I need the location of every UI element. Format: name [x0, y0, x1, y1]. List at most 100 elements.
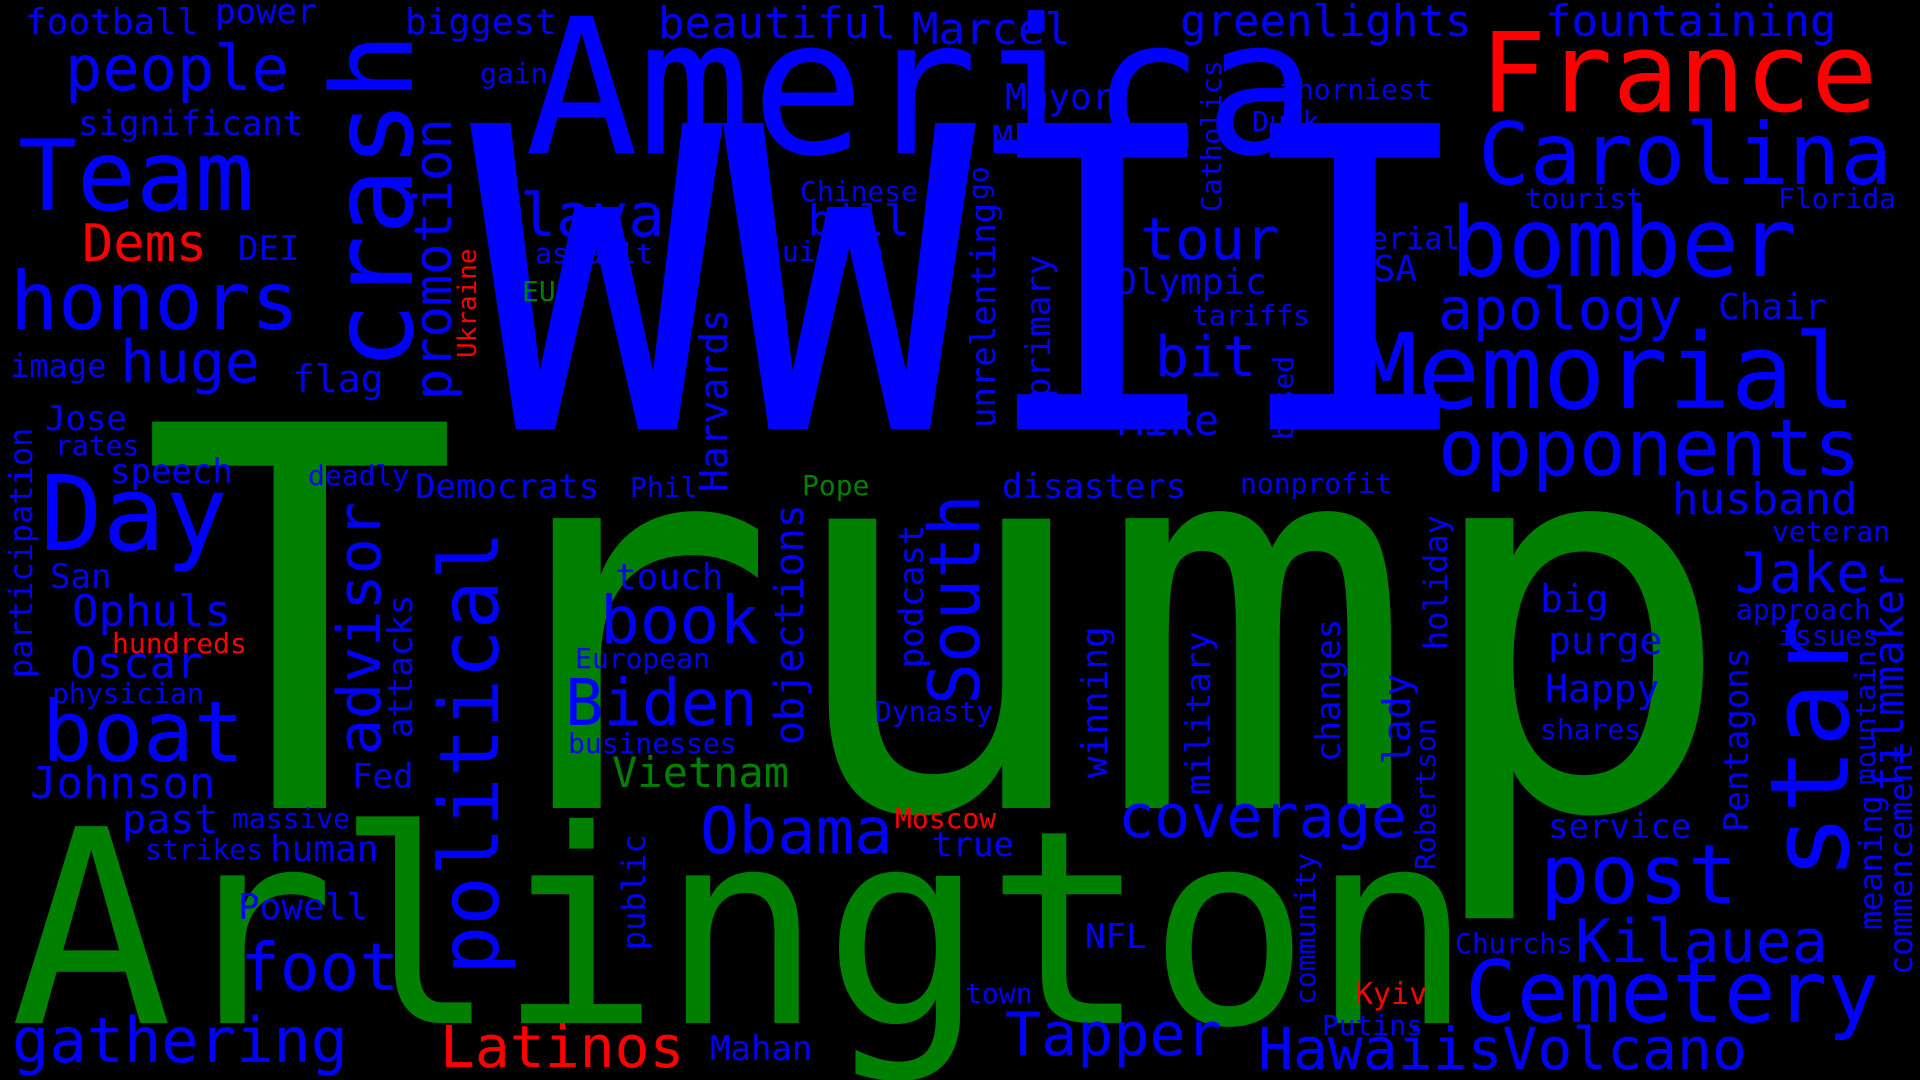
- word-day: Day: [40, 453, 228, 575]
- word-based: based: [1267, 355, 1300, 440]
- word-mountain: mountain: [1849, 650, 1882, 785]
- word-usa: USA: [1352, 249, 1418, 290]
- word-san: San: [50, 557, 112, 597]
- word-winning: winning: [1075, 626, 1116, 778]
- word-democrats: Democrats: [415, 467, 600, 507]
- word-purge: purge: [1548, 619, 1663, 663]
- word-true: true: [932, 825, 1014, 865]
- word-bit: bit: [1155, 325, 1257, 390]
- word-political: political: [423, 530, 518, 975]
- word-carolina: Carolina: [1478, 105, 1893, 205]
- word-oscar: Oscar: [70, 638, 203, 689]
- word-issues: issues: [1778, 619, 1880, 652]
- word-lava: lava: [520, 181, 665, 251]
- word-tourist: tourist: [1525, 182, 1644, 215]
- word-flag: flag: [292, 357, 384, 401]
- word-catholics: Catholics: [1195, 60, 1228, 212]
- word-mayor: Mayor: [1005, 77, 1114, 118]
- word-rates: rates: [55, 429, 140, 462]
- word-dems: Dems: [82, 214, 208, 274]
- word-dynasty: Dynasty: [875, 695, 994, 728]
- word-happy: Happy: [1545, 667, 1660, 711]
- word-latinos: Latinos: [440, 1013, 685, 1080]
- word-matt: Matt: [992, 119, 1079, 160]
- word-husband: husband: [1672, 474, 1858, 525]
- word-kyiv: Kyiv: [1355, 977, 1428, 1012]
- word-book: book: [600, 582, 759, 659]
- word-vietnam: Vietnam: [612, 748, 790, 797]
- word-go: go: [962, 166, 995, 200]
- word-fountaining: fountaining: [1545, 0, 1837, 47]
- word-people: people: [65, 32, 289, 105]
- word-johnson: Johnson: [30, 758, 216, 809]
- word-mahan: Mahan: [710, 1029, 813, 1069]
- word-suicide: suicide: [765, 235, 884, 268]
- word-hundreds: hundreds: [112, 627, 247, 660]
- word-businesses: businesses: [568, 727, 737, 760]
- word-pope: Pope: [802, 469, 870, 502]
- word-moscow: Moscow: [895, 802, 997, 835]
- word-image: image: [10, 347, 107, 385]
- word-nonprofit: nonprofit: [1240, 467, 1392, 500]
- word-veteran: veteran: [1772, 515, 1891, 548]
- word-hawaiisvolcano: HawaiisVolcano: [1258, 1015, 1747, 1080]
- word-bill: bill: [808, 196, 910, 245]
- word-france: France: [1480, 9, 1878, 137]
- word-pentagons: Pentagons: [1717, 647, 1757, 832]
- word-coverage: coverage: [1118, 782, 1407, 852]
- word-obama: Obama: [700, 795, 893, 869]
- word-massive: massive: [232, 802, 351, 835]
- word-meaning: meaning: [1852, 795, 1890, 930]
- word-america: America: [525, 0, 1318, 198]
- word-human: human: [270, 829, 379, 870]
- word-robertson: Robertson: [1409, 718, 1442, 870]
- word-thorniest: thorniest: [1280, 73, 1432, 106]
- word-duck: Duck: [1252, 105, 1320, 138]
- word-putins: Putins: [1322, 1009, 1424, 1042]
- word-jake: Jake: [1735, 541, 1870, 606]
- word-community: community: [1289, 853, 1322, 1005]
- word-tariffs: tariffs: [1192, 299, 1311, 332]
- word-podcast: podcast: [892, 524, 932, 668]
- word-bomber: bomber: [1450, 187, 1797, 299]
- word-assault: assault: [535, 237, 654, 270]
- word-attacks: attacks: [381, 594, 421, 738]
- word-approach: approach: [1736, 593, 1871, 626]
- word-churchs: Churchs: [1455, 927, 1574, 960]
- word-greenlights: greenlights: [1180, 0, 1472, 47]
- word-european: European: [575, 642, 710, 675]
- word-phil: Phil: [630, 471, 698, 504]
- word-public: public: [615, 834, 653, 950]
- word-participation: participation: [2, 427, 40, 678]
- word-aerial: aerial: [1352, 222, 1461, 257]
- word-opponents: opponents: [1438, 404, 1861, 494]
- word-jose: Jose: [45, 399, 127, 439]
- word-primary: primary: [1019, 254, 1059, 398]
- word-fed: Fed: [352, 757, 414, 797]
- word-gain: gain: [480, 57, 548, 90]
- word-foot: foot: [240, 929, 399, 1006]
- word-deadly: deadly: [308, 459, 410, 492]
- word-beautiful: beautiful: [658, 0, 897, 49]
- word-biggest: biggest: [405, 2, 557, 43]
- word-arlington: Arlington: [10, 772, 1473, 1080]
- word-power: power: [215, 0, 318, 32]
- word-town: town: [965, 977, 1033, 1010]
- word-florida: Florida: [1778, 182, 1897, 215]
- word-harvards: Harvards: [692, 308, 736, 492]
- word-objections: objections: [767, 504, 813, 745]
- word-shares: shares: [1540, 713, 1642, 746]
- word-olympic: Olympic: [1115, 262, 1267, 303]
- word-eu: EU: [522, 275, 556, 308]
- word-post: post: [1540, 828, 1738, 923]
- word-ukraine: Ukraine: [453, 248, 483, 358]
- word-biden: Biden: [565, 667, 758, 741]
- word-strikes: strikes: [145, 833, 264, 866]
- word-memorial: Memorial: [1355, 311, 1856, 433]
- word-big: big: [1540, 577, 1609, 621]
- word-unrelenting: unrelenting: [964, 202, 1004, 428]
- word-speech: speech: [110, 452, 233, 492]
- word-trump: Trump: [140, 316, 1736, 933]
- word-past: past: [122, 797, 219, 843]
